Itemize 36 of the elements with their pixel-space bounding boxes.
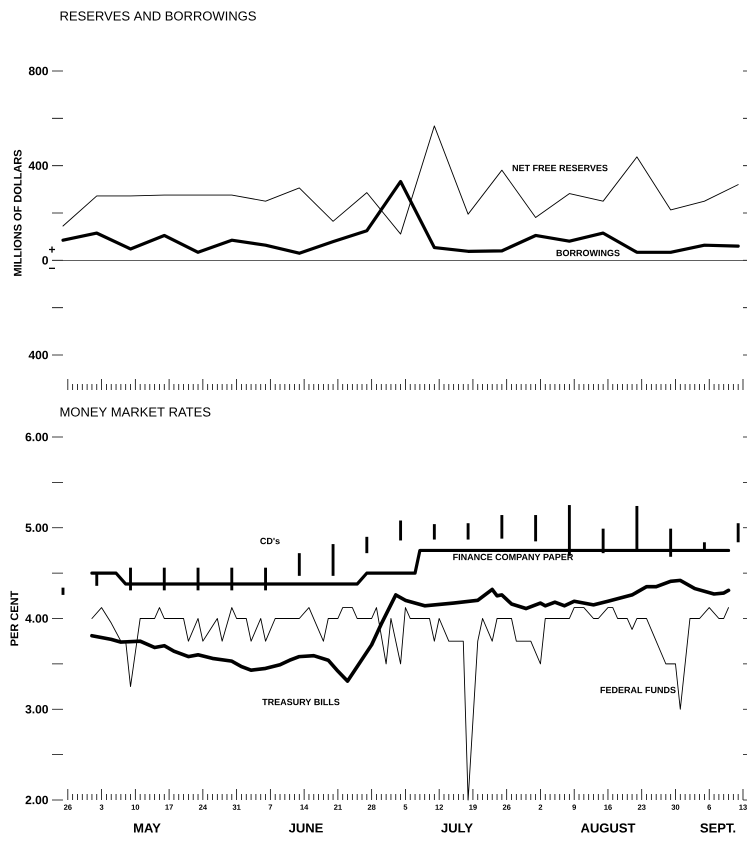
- y-axis-title: MILLIONS OF DOLLARS: [14, 150, 22, 276]
- y-tick-label: 800: [28, 66, 48, 76]
- text: SEPT.: [700, 823, 736, 833]
- bar: [432, 524, 436, 540]
- bar: [332, 544, 335, 576]
- series-label: FEDERAL FUNDS: [600, 686, 676, 694]
- bar: [298, 553, 301, 576]
- bar: [62, 588, 64, 595]
- bar: [736, 523, 740, 542]
- y-tick-label: 6.00: [26, 432, 48, 442]
- y-tick-label: 5.00: [25, 524, 48, 532]
- y-tick-label: 400: [28, 161, 48, 170]
- chart-title: RESERVES AND BORROWINGS: [60, 11, 256, 21]
- text: JUNE: [288, 823, 323, 833]
- bar: [500, 515, 504, 539]
- y-tick-label: 2.00: [26, 796, 48, 804]
- bar: [534, 515, 538, 542]
- bar: [466, 523, 470, 540]
- text: AUGUST: [580, 823, 636, 833]
- text: CD's: [260, 538, 280, 544]
- bar: [365, 536, 368, 554]
- text: TREASURY BILLS: [262, 698, 340, 706]
- y-tick-label: 0: [42, 256, 48, 265]
- y-tick-label: 4.00: [25, 614, 48, 623]
- y-tick-label: 3.00: [25, 704, 48, 714]
- y-axis-title: PER CENT: [10, 590, 18, 646]
- series-label: NET FREE RESERVES: [512, 164, 608, 172]
- series-label: BORROWINGS: [556, 250, 620, 256]
- y-tick-label: 400: [28, 350, 48, 360]
- text: MAY: [134, 824, 161, 832]
- bar: [399, 520, 402, 540]
- text: +: [49, 246, 56, 253]
- chart-title: MONEY MARKET RATES: [60, 407, 210, 417]
- series-label: FINANCE COMPANY PAPER: [453, 554, 574, 560]
- text: −: [49, 268, 56, 269]
- text: JULY: [441, 823, 473, 833]
